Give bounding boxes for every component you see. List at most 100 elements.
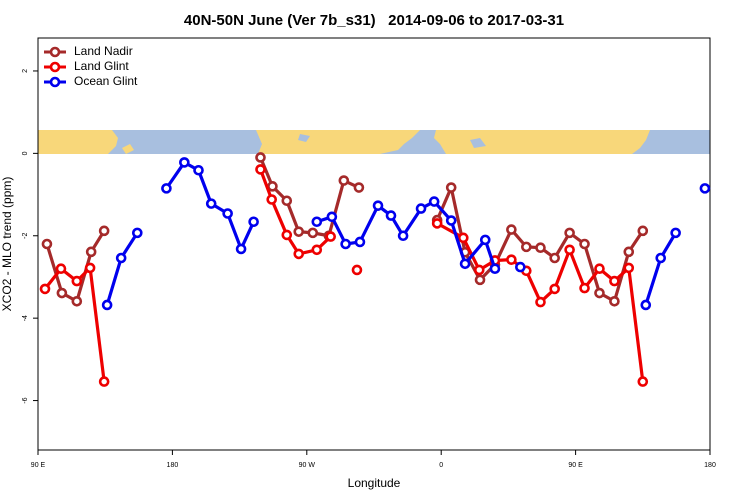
data-point: [98, 225, 110, 237]
data-point: [39, 283, 51, 295]
x-tick-label: 180: [704, 462, 716, 469]
data-point: [84, 262, 96, 274]
data-point: [235, 243, 247, 255]
y-tick-label: -6: [22, 397, 29, 403]
data-point: [609, 275, 620, 287]
data-point: [161, 183, 172, 194]
data-point: [255, 152, 266, 163]
data-point: [549, 283, 560, 295]
data-point: [535, 242, 546, 254]
data-point: [222, 208, 233, 219]
data-point: [281, 229, 293, 241]
data-point: [325, 231, 336, 242]
data-point: [98, 376, 110, 387]
data-point: [326, 211, 338, 223]
data-point: [428, 196, 440, 207]
data-point: [205, 198, 217, 209]
data-point: [506, 224, 517, 235]
data-point: [640, 299, 652, 311]
series-line: [105, 232, 139, 306]
plot-frame: [37, 37, 711, 451]
data-point: [101, 299, 113, 311]
data-point: [579, 238, 590, 250]
data-point: [338, 175, 350, 186]
y-tick-label: 0: [22, 151, 29, 155]
map-strip: [38, 130, 710, 154]
data-point: [311, 244, 323, 256]
data-point: [515, 261, 526, 273]
x-tick-label: 90 W: [299, 462, 316, 469]
data-point: [623, 246, 635, 258]
data-point: [385, 210, 397, 221]
data-point: [535, 296, 546, 308]
data-point: [307, 227, 319, 239]
data-point: [56, 287, 68, 299]
x-tick-label: 90 E: [568, 462, 583, 469]
data-point: [670, 227, 681, 239]
data-point: [351, 264, 363, 276]
data-point: [132, 227, 143, 239]
data-point: [489, 263, 501, 275]
data-point: [594, 263, 605, 275]
series-line: [644, 232, 678, 306]
data-point: [637, 376, 649, 387]
data-point: [459, 258, 471, 270]
data-point: [431, 218, 443, 229]
data-point: [699, 183, 711, 194]
data-point: [415, 203, 427, 214]
data-point: [479, 234, 491, 246]
y-tick-label: 2: [22, 69, 29, 73]
data-point: [85, 246, 97, 258]
data-point: [623, 262, 635, 274]
legend-label: Land Nadir: [74, 44, 133, 58]
legend-label: Land Glint: [74, 59, 129, 73]
data-point: [609, 295, 620, 307]
legend-marker: [49, 76, 61, 88]
x-tick-label: 0: [439, 462, 443, 469]
data-point: [397, 230, 409, 242]
legend-label: Ocean Glint: [74, 74, 138, 88]
y-tick-label: -2: [22, 233, 29, 239]
data-point: [281, 195, 293, 207]
data-point: [564, 227, 575, 239]
data-point: [637, 225, 649, 237]
x-tick-label: 180: [167, 462, 179, 469]
data-point: [266, 194, 278, 205]
data-point: [248, 216, 259, 228]
x-tick-label: 90 E: [31, 462, 46, 469]
legend-marker: [49, 46, 61, 58]
chart-title: 40N-50N June (Ver 7b_s31) 2014-09-06 to …: [184, 12, 564, 29]
y-tick-label: -4: [22, 315, 29, 321]
data-point: [354, 236, 366, 248]
data-point: [506, 254, 517, 265]
data-point: [41, 238, 53, 250]
data-point: [473, 264, 485, 276]
data-point: [179, 157, 190, 168]
data-point: [445, 182, 457, 193]
data-point: [458, 232, 469, 244]
data-point: [115, 252, 127, 264]
data-point: [353, 182, 365, 193]
data-point: [293, 248, 305, 260]
data-point: [594, 287, 605, 299]
data-point: [193, 164, 204, 176]
data-point: [655, 252, 667, 264]
data-point: [579, 282, 590, 294]
x-axis-label: Longitude: [348, 476, 401, 490]
legend-marker: [49, 61, 61, 73]
series-line: [45, 229, 106, 303]
data-point: [255, 164, 266, 175]
y-axis-label: XCO2 - MLO trend (ppm): [0, 177, 14, 312]
data-point: [267, 181, 278, 192]
data-point: [293, 226, 305, 237]
data-point: [340, 238, 351, 250]
data-point: [71, 295, 83, 307]
data-point: [474, 274, 486, 286]
data-point: [549, 252, 560, 264]
data-point: [55, 263, 67, 275]
data-point: [445, 215, 457, 226]
data-point: [521, 241, 532, 253]
data-point: [311, 216, 323, 228]
data-point: [564, 244, 575, 256]
